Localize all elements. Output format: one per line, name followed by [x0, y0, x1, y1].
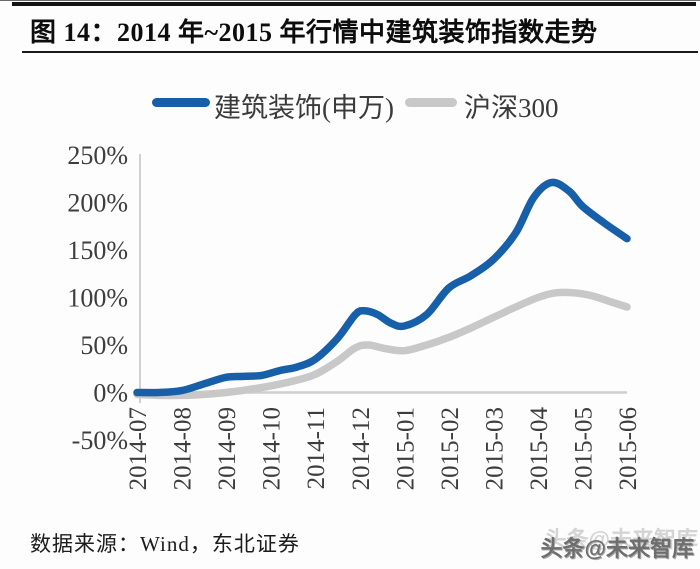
x-axis-tick-label: 2014-11	[303, 407, 330, 489]
figure-title: 图 14：2014 年~2015 年行情中建筑装饰指数走势	[30, 18, 598, 47]
legend-label-hs300: 沪深300	[464, 93, 559, 123]
y-axis-tick-label: 0%	[93, 379, 128, 408]
legend-label-construction: 建筑装饰(申万)	[214, 93, 394, 123]
title-underline	[22, 51, 698, 53]
x-axis-tick-label: 2015-06	[615, 407, 642, 490]
x-axis-tick-label: 2015-05	[571, 407, 598, 490]
x-axis-tick-label: 2014-10	[259, 407, 286, 490]
x-axis-tick-label: 2015-02	[437, 407, 464, 490]
x-axis-tick-label: 2014-12	[348, 407, 375, 490]
series-line-1	[133, 288, 631, 400]
data-source-note: 数据来源：Wind，东北证券	[30, 532, 300, 556]
title-top-rule	[12, 2, 696, 6]
x-axis-tick-label: 2015-03	[481, 407, 508, 490]
watermark-ghost-text: 头条@未来智库	[544, 527, 698, 552]
chart-legend: 建筑装饰(申万) 沪深300	[0, 88, 700, 123]
page-top-edge	[0, 0, 700, 1]
y-axis-tick-label: 100%	[67, 284, 128, 313]
y-axis-tick-label: 50%	[80, 331, 128, 360]
series-line-0	[133, 178, 631, 397]
x-axis-tick-label: 2014-09	[214, 407, 241, 490]
y-axis-tick-label: -50%	[72, 426, 128, 455]
legend-swatch-hs300	[405, 98, 457, 107]
watermark: 头条@未来智库 头条@未来智库	[540, 527, 698, 563]
line-chart: 250% 200% 150% 100% 50% 0% -50%2014-07 2014-08 2…	[67, 141, 642, 491]
watermark-text: 头条@未来智库	[540, 536, 694, 561]
x-axis-tick-label: 2015-04	[526, 407, 553, 491]
y-axis-tick-label: 150%	[67, 236, 128, 265]
x-axis-tick-label: 2015-01	[392, 407, 419, 490]
y-axis-tick-label: 200%	[67, 189, 128, 218]
x-axis-tick-label: 2014-08	[170, 407, 197, 490]
y-axis-tick-label: 250%	[67, 141, 128, 170]
x-axis-tick-label: 2014-07	[125, 407, 152, 490]
legend-swatch-construction	[152, 98, 210, 107]
